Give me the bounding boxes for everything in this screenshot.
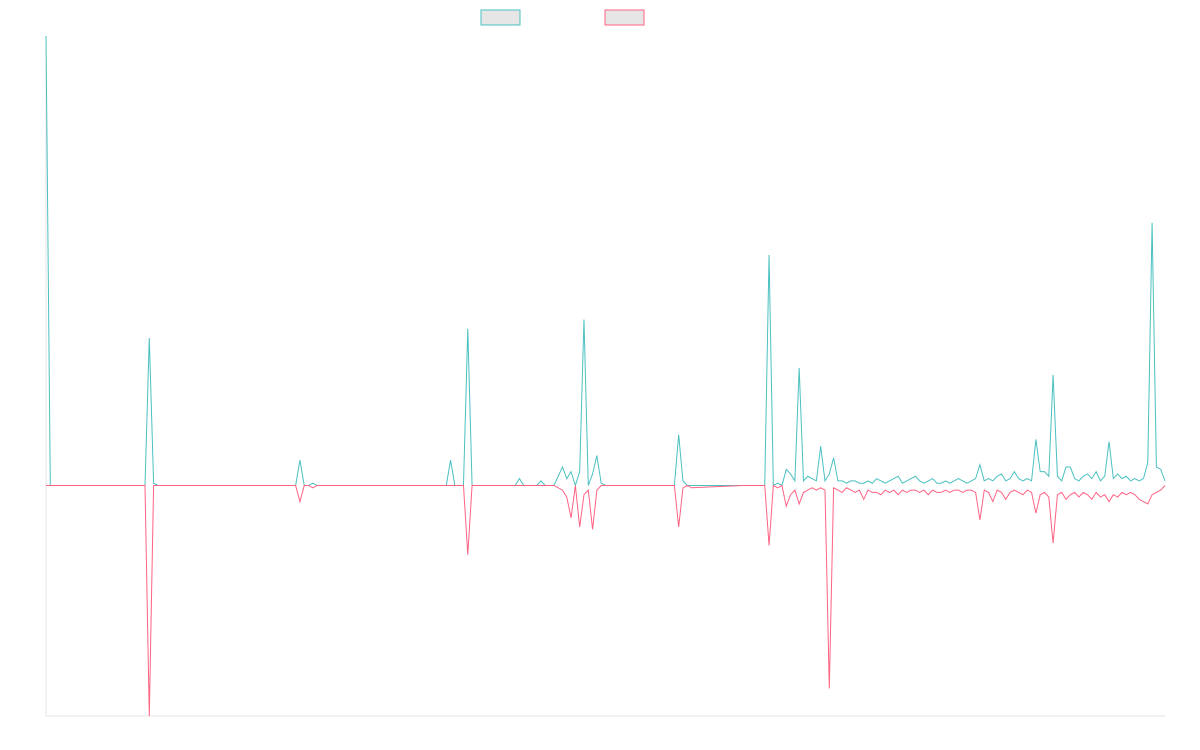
series-line-2: [46, 484, 1166, 717]
series-line-1: [45, 35, 1166, 488]
legend: [480, 9, 645, 26]
legend-swatch-2[interactable]: [604, 9, 645, 26]
legend-swatch-1[interactable]: [480, 9, 521, 26]
legend-item-1[interactable]: [480, 9, 521, 26]
series-layer: [45, 35, 1166, 717]
legend-item-2[interactable]: [604, 9, 645, 26]
axes: [45, 36, 1165, 717]
